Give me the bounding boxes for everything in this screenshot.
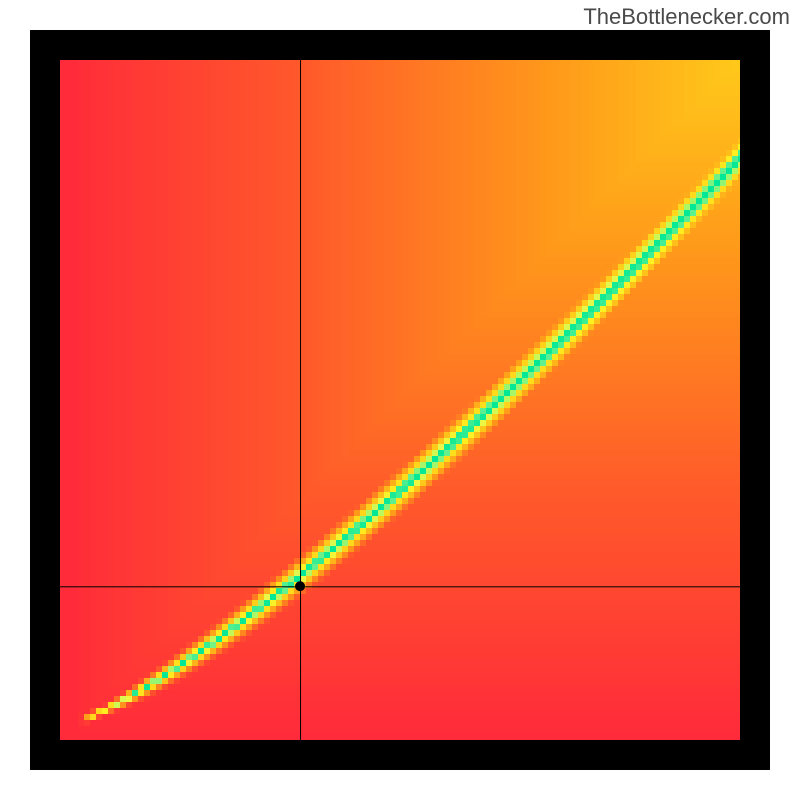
chart-container: TheBottlenecker.com <box>0 0 800 800</box>
bottleneck-heatmap <box>0 0 800 800</box>
attribution-text: TheBottlenecker.com <box>583 4 790 30</box>
